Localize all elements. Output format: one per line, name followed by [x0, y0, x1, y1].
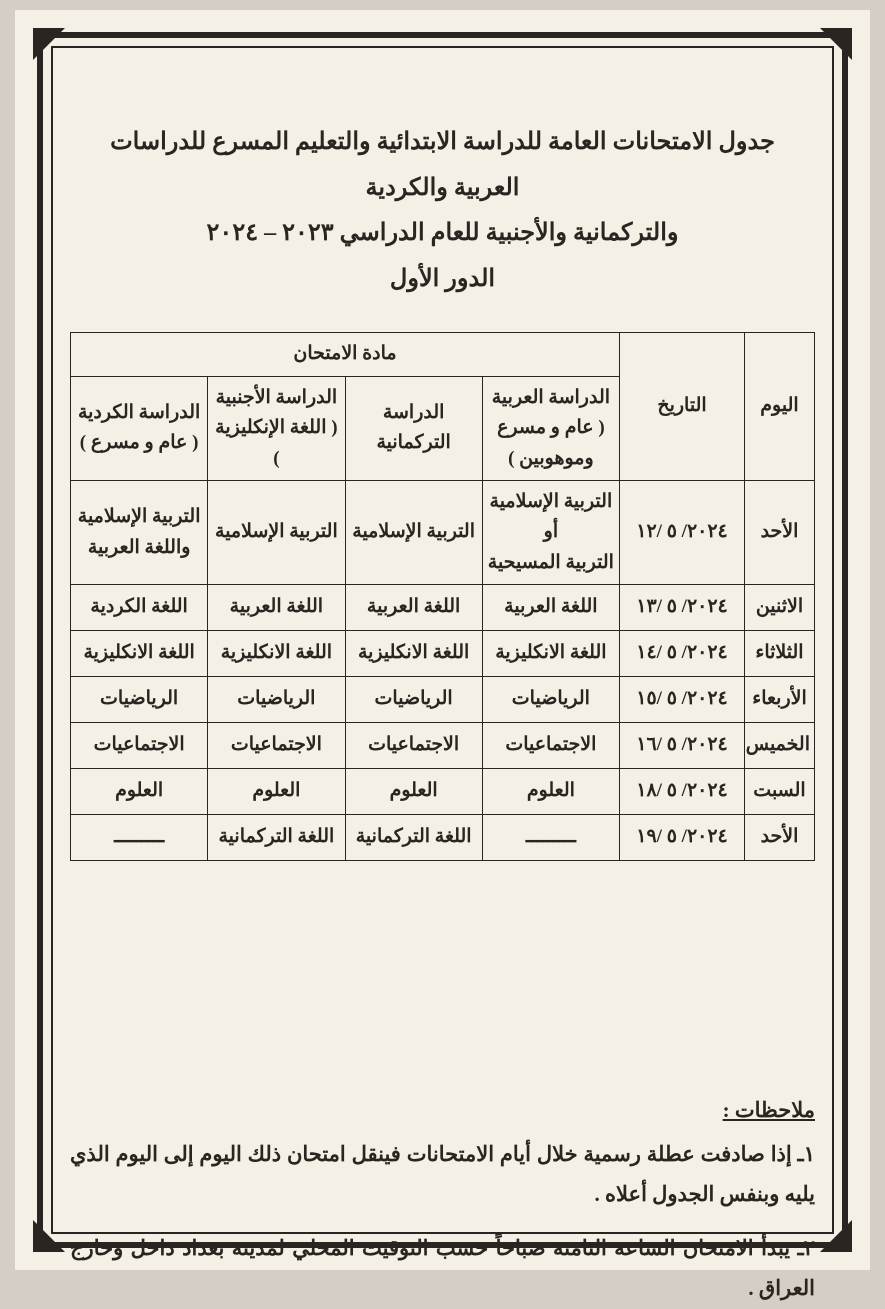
cell-date: ٢٠٢٤/ ٥ /١٥ [620, 677, 745, 723]
cell-arabic: العلوم [482, 769, 619, 815]
table-row: الخميس٢٠٢٤/ ٥ /١٦الاجتماعياتالاجتماعياتا… [71, 723, 815, 769]
cell-date: ٢٠٢٤/ ٥ /١٣ [620, 585, 745, 631]
cell-foreign: اللغة التركمانية [208, 815, 345, 861]
cell-foreign: اللغة الانكليزية [208, 631, 345, 677]
cell-kurdish: ـــــــــ [71, 815, 208, 861]
cell-foreign: الرياضيات [208, 677, 345, 723]
cell-kurdish: العلوم [71, 769, 208, 815]
cell-kurdish: الرياضيات [71, 677, 208, 723]
cell-foreign: التربية الإسلامية [208, 480, 345, 584]
table-header-turkmen: الدراسة التركمانية [345, 376, 482, 480]
content-area: جدول الامتحانات العامة للدراسة الابتدائي… [70, 75, 815, 1215]
table-row: الأحد٢٠٢٤/ ٥ /١٢التربية الإسلاميةأوالترب… [71, 480, 815, 584]
table-row: الأربعاء٢٠٢٤/ ٥ /١٥الرياضياتالرياضياتالر… [71, 677, 815, 723]
document-title: جدول الامتحانات العامة للدراسة الابتدائي… [85, 120, 800, 302]
note-item: ١ـ إذا صادفت عطلة رسمية خلال أيام الامتح… [70, 1135, 815, 1215]
table-header-kurdish: الدراسة الكردية( عام و مسرع ) [71, 376, 208, 480]
table-header-foreign: الدراسة الأجنبية( اللغة الإنكليزية ) [208, 376, 345, 480]
cell-arabic: ـــــــــ [482, 815, 619, 861]
notes-title: ملاحظات : [70, 1091, 815, 1131]
title-line: الدور الأول [85, 257, 800, 303]
cell-foreign: العلوم [208, 769, 345, 815]
cell-turkmen: اللغة التركمانية [345, 815, 482, 861]
cell-date: ٢٠٢٤/ ٥ /١٨ [620, 769, 745, 815]
table-header-subject-group: مادة الامتحان [71, 333, 620, 376]
note-item: ٢ـ يبدأ الامتحان الساعة الثامنة صباحاً ح… [70, 1229, 815, 1309]
cell-date: ٢٠٢٤/ ٥ /١٩ [620, 815, 745, 861]
cell-foreign: الاجتماعيات [208, 723, 345, 769]
cell-day: الثلاثاء [745, 631, 815, 677]
cell-date: ٢٠٢٤/ ٥ /١٢ [620, 480, 745, 584]
cell-date: ٢٠٢٤/ ٥ /١٦ [620, 723, 745, 769]
notes-section: ملاحظات : ١ـ إذا صادفت عطلة رسمية خلال أ… [70, 1091, 815, 1308]
table-row: الثلاثاء٢٠٢٤/ ٥ /١٤اللغة الانكليزيةاللغة… [71, 631, 815, 677]
table-row: السبت٢٠٢٤/ ٥ /١٨العلومالعلومالعلومالعلوم [71, 769, 815, 815]
cell-arabic: التربية الإسلاميةأوالتربية المسيحية [482, 480, 619, 584]
cell-day: الأحد [745, 815, 815, 861]
table-header-arabic: الدراسة العربية( عام و مسرعوموهوبين ) [482, 376, 619, 480]
cell-turkmen: العلوم [345, 769, 482, 815]
cell-arabic: اللغة العربية [482, 585, 619, 631]
table-row: الاثنين٢٠٢٤/ ٥ /١٣اللغة العربيةاللغة الع… [71, 585, 815, 631]
cell-kurdish: اللغة الانكليزية [71, 631, 208, 677]
cell-turkmen: التربية الإسلامية [345, 480, 482, 584]
cell-day: الأحد [745, 480, 815, 584]
cell-foreign: اللغة العربية [208, 585, 345, 631]
cell-turkmen: الاجتماعيات [345, 723, 482, 769]
cell-day: الخميس [745, 723, 815, 769]
title-line: والتركمانية والأجنبية للعام الدراسي ٢٠٢٣… [85, 211, 800, 257]
cell-day: السبت [745, 769, 815, 815]
cell-day: الاثنين [745, 585, 815, 631]
cell-kurdish: الاجتماعيات [71, 723, 208, 769]
cell-kurdish: اللغة الكردية [71, 585, 208, 631]
cell-date: ٢٠٢٤/ ٥ /١٤ [620, 631, 745, 677]
document-page: جدول الامتحانات العامة للدراسة الابتدائي… [15, 10, 870, 1270]
exam-schedule-table: اليوم التاريخ مادة الامتحان الدراسة العر… [70, 332, 815, 861]
cell-arabic: الرياضيات [482, 677, 619, 723]
table-header-date: التاريخ [620, 333, 745, 481]
cell-day: الأربعاء [745, 677, 815, 723]
cell-turkmen: اللغة العربية [345, 585, 482, 631]
cell-kurdish: التربية الإسلاميةواللغة العربية [71, 480, 208, 584]
title-line: جدول الامتحانات العامة للدراسة الابتدائي… [85, 120, 800, 211]
cell-turkmen: الرياضيات [345, 677, 482, 723]
cell-arabic: الاجتماعيات [482, 723, 619, 769]
cell-turkmen: اللغة الانكليزية [345, 631, 482, 677]
table-header-day: اليوم [745, 333, 815, 481]
cell-arabic: اللغة الانكليزية [482, 631, 619, 677]
table-row: الأحد٢٠٢٤/ ٥ /١٩ـــــــــاللغة التركماني… [71, 815, 815, 861]
